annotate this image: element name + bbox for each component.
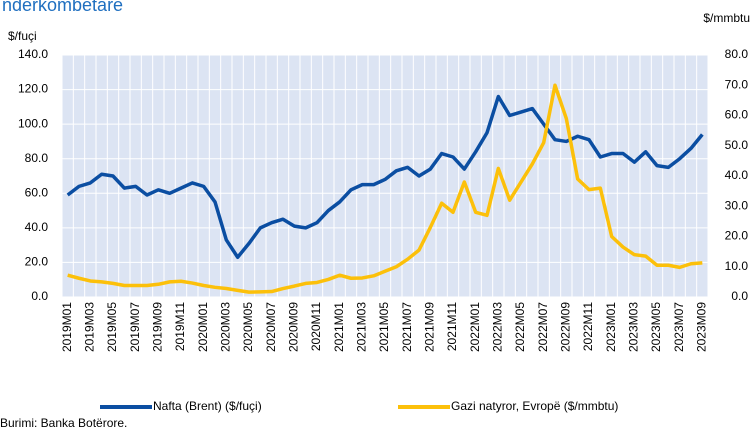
chart-title: ndërkombëtare	[2, 0, 123, 15]
x-tick-label: 2019M09	[151, 302, 165, 352]
y-tick-label: 140.0	[18, 47, 48, 61]
y2-tick-label: 70.0	[725, 77, 749, 91]
series-line	[66, 94, 704, 259]
x-tick-label: 2023M03	[627, 302, 641, 352]
x-tick-label: 2020M03	[219, 302, 233, 352]
x-tick-label: 2019M03	[83, 302, 97, 352]
y-tick-label: 100.0	[18, 116, 48, 130]
legend-label: Gazi natyror, Evropë ($/mmbtu)	[451, 399, 618, 413]
y2-tick-label: 30.0	[725, 198, 749, 212]
x-tick-label: 2022M11	[581, 302, 595, 351]
legend-label: Nafta (Brent) ($/fuçi)	[153, 399, 262, 413]
y2-tick-label: 40.0	[725, 168, 749, 182]
x-tick-label: 2021M11	[445, 302, 459, 351]
x-tick-label: 2019M07	[128, 302, 142, 352]
x-tick-label: 2019M05	[105, 302, 119, 352]
x-tick-label: 2021M03	[355, 302, 369, 352]
y2-axis-label: $/mmbtu	[703, 11, 750, 25]
series-line	[67, 83, 703, 294]
y-tick-label: 120.0	[18, 82, 48, 96]
y2-tick-label: 60.0	[725, 108, 749, 122]
x-tick-label: 2020M09	[287, 302, 301, 352]
x-tick-label: 2023M01	[604, 302, 618, 352]
x-tick-label: 2022M07	[536, 302, 550, 352]
x-tick-label: 2021M05	[377, 302, 391, 352]
x-tick-label: 2019M01	[60, 302, 74, 352]
y-tick-label: 60.0	[25, 185, 49, 199]
x-tick-label: 2020M07	[264, 302, 278, 352]
y2-tick-label: 20.0	[725, 229, 749, 243]
x-tick-label: 2022M01	[468, 302, 482, 352]
y-tick-label: 80.0	[25, 151, 49, 165]
y2-tick-label: 0.0	[731, 289, 748, 303]
x-tick-label: 2023M09	[695, 302, 709, 352]
y2-tick-label: 50.0	[725, 138, 749, 152]
x-tick-label: 2021M07	[400, 302, 414, 352]
x-tick-label: 2019M11	[173, 302, 187, 351]
x-tick-label: 2022M03	[491, 302, 505, 352]
x-tick-label: 2021M09	[423, 302, 437, 352]
x-tick-label: 2022M09	[559, 302, 573, 352]
y2-tick-label: 80.0	[725, 47, 749, 61]
x-tick-label: 2023M05	[649, 302, 663, 352]
plot-background	[62, 55, 708, 297]
x-tick-label: 2020M01	[196, 302, 210, 352]
x-tick-label: 2021M01	[332, 302, 346, 352]
y-tick-label: 20.0	[25, 255, 49, 269]
y-tick-label: 40.0	[25, 220, 49, 234]
y-axis-label: $/fuçi	[8, 29, 37, 43]
y2-tick-label: 10.0	[725, 259, 749, 273]
x-tick-label: 2023M07	[672, 302, 686, 352]
x-tick-label: 2022M05	[513, 302, 527, 352]
x-tick-label: 2020M11	[309, 302, 323, 351]
x-tick-label: 2020M05	[241, 302, 255, 352]
y-tick-label: 0.0	[31, 289, 48, 303]
source: Burimi: Banka Botërore.	[0, 416, 127, 430]
